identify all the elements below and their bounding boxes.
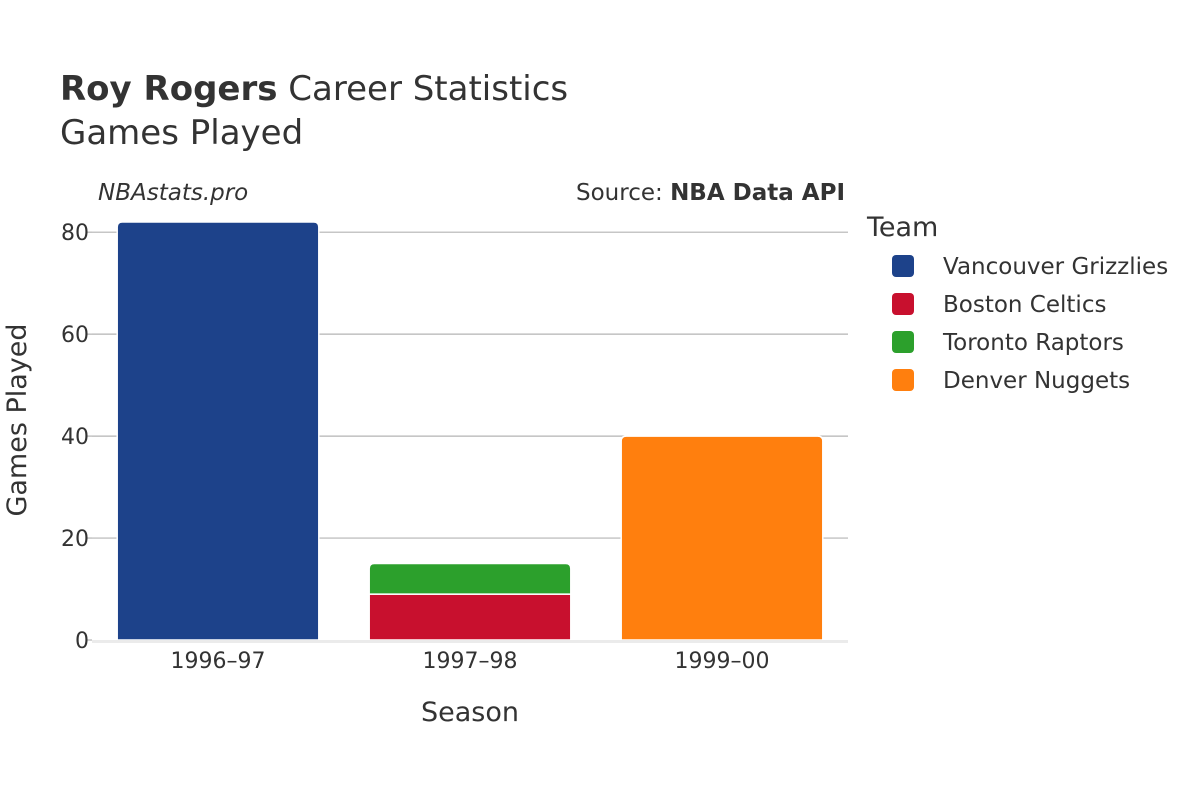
y-tick-label: 0 [75,629,89,654]
source-name: NBA Data API [670,180,845,206]
legend-swatch [892,255,914,277]
title-rest: Career Statistics [288,69,568,109]
player-name: Roy Rogers [60,69,277,109]
x-tick-label: 1996–97 [171,649,266,674]
x-tick-label: 1997–98 [423,649,518,674]
bars [116,221,824,641]
y-tick-label: 80 [61,221,89,246]
legend-item-label[interactable]: Denver Nuggets [943,368,1130,394]
legend-swatch [892,331,914,353]
y-axis-ticks: 0 20 40 60 80 [61,221,92,654]
legend: Team Vancouver Grizzlies Boston Celtics To… [866,212,1168,394]
chart-title: Roy Rogers Career Statistics [60,69,568,109]
bar-boston-celtics-1997–98[interactable] [368,593,572,641]
y-tick-label: 60 [61,323,89,348]
chart-subtitle: Games Played [60,113,303,153]
legend-swatch [892,293,914,315]
x-axis-ticks: 1996–97 1997–98 1999–00 [171,649,770,674]
x-tick-label: 1999–00 [675,649,770,674]
source-label: Source: [576,180,670,206]
bar-toronto-raptors-1997–98[interactable] [368,562,572,595]
legend-swatch [892,369,914,391]
legend-item-label[interactable]: Toronto Raptors [942,330,1124,356]
site-watermark: NBAstats.pro [98,180,248,206]
bar-denver-nuggets-1999–00[interactable] [620,435,824,641]
legend-item-label[interactable]: Vancouver Grizzlies [943,254,1168,280]
legend-item-label[interactable]: Boston Celtics [943,292,1106,318]
legend-title: Team [866,212,938,243]
bar-vancouver-grizzlies-1996–97[interactable] [116,221,320,641]
y-tick-label: 20 [61,527,89,552]
source-credit: Source: NBA Data API [576,180,845,206]
y-tick-label: 40 [61,425,89,450]
x-axis-title: Season [421,697,519,728]
y-axis-title: Games Played [2,323,33,516]
